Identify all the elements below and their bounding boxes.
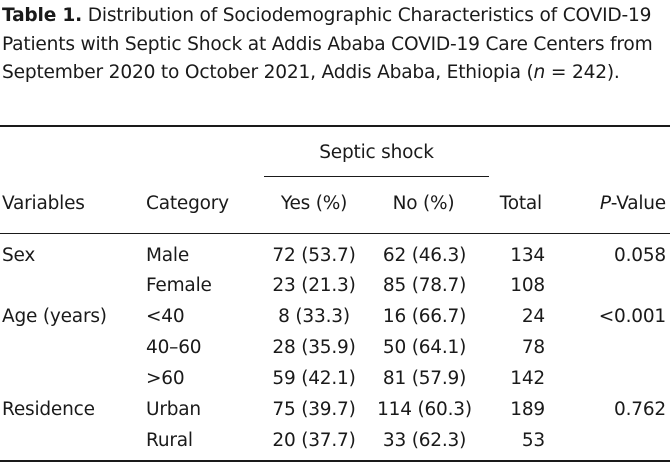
cell-category: 40–60 <box>146 337 202 358</box>
cell-no: 81 (57.9) <box>382 368 467 389</box>
cell-variable: Age (years) <box>2 306 107 327</box>
cell-yes: 75 (39.7) <box>272 399 356 420</box>
cell-no: 16 (66.7) <box>382 306 467 327</box>
cell-p-value: 0.058 <box>614 245 666 266</box>
table-top-rule <box>0 125 670 127</box>
caption-n-value: = 242). <box>545 62 620 83</box>
cell-yes: 20 (37.7) <box>272 430 356 451</box>
header-p-value: P-Value <box>548 193 666 215</box>
cell-category: >60 <box>146 368 185 389</box>
cell-total: 108 <box>510 275 545 296</box>
header-variables: Variables <box>2 193 85 214</box>
cell-yes: 23 (21.3) <box>272 275 356 296</box>
table-label: Table 1. <box>2 5 83 26</box>
header-no: No (%) <box>392 193 455 214</box>
header-category: Category <box>146 193 229 214</box>
cell-p-value: 0.762 <box>614 399 666 420</box>
cell-yes: 72 (53.7) <box>272 245 356 266</box>
header-group-rule <box>264 176 489 177</box>
cell-no: 114 (60.3) <box>377 399 472 420</box>
cell-total: 78 <box>521 337 545 358</box>
header-p-prefix: P <box>599 193 611 214</box>
cell-yes: 8 (33.3) <box>278 306 350 327</box>
caption-text: Distribution of Sociodemographic Charact… <box>2 5 653 83</box>
cell-yes: 59 (42.1) <box>272 368 356 389</box>
cell-category: Rural <box>146 430 193 451</box>
cell-category: Urban <box>146 399 201 420</box>
cell-total: 189 <box>510 399 545 420</box>
cell-p-value: <0.001 <box>598 306 666 327</box>
cell-category: <40 <box>146 306 185 327</box>
cell-no: 50 (64.1) <box>382 337 467 358</box>
caption-n-symbol: n <box>533 62 546 83</box>
table-header-rule <box>0 233 670 234</box>
cell-no: 62 (46.3) <box>382 245 467 266</box>
table-caption: Table 1. Distribution of Sociodemographi… <box>2 2 666 88</box>
header-yes: Yes (%) <box>280 193 348 214</box>
table-bottom-rule <box>0 460 670 462</box>
cell-category: Male <box>146 245 190 266</box>
cell-no: 85 (78.7) <box>382 275 467 296</box>
cell-yes: 28 (35.9) <box>272 337 356 358</box>
cell-total: 142 <box>510 368 545 389</box>
cell-no: 33 (62.3) <box>382 430 467 451</box>
cell-total: 24 <box>521 306 545 327</box>
cell-category: Female <box>146 275 212 296</box>
cell-total: 134 <box>510 245 545 266</box>
cell-total: 53 <box>521 430 545 451</box>
header-septic-shock: Septic shock <box>319 142 434 163</box>
cell-variable: Sex <box>2 245 36 266</box>
header-total: Total <box>499 193 542 214</box>
cell-variable: Residence <box>2 399 95 420</box>
header-p-suffix: -Value <box>610 193 666 214</box>
